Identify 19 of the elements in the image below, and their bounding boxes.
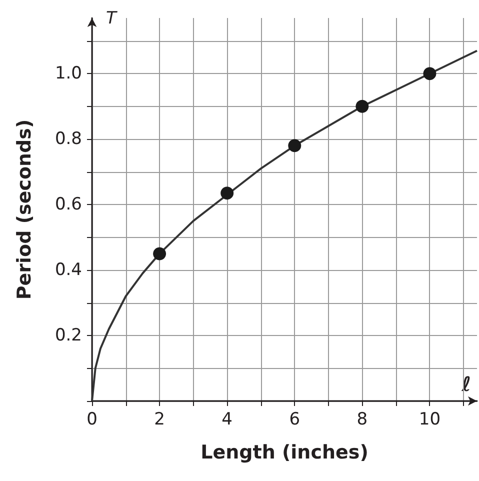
x-tick-label: 2	[154, 410, 165, 430]
point	[356, 100, 369, 113]
point	[220, 186, 234, 200]
x-tick-label: 10	[418, 410, 441, 430]
annotation: T	[106, 8, 118, 28]
y-axis-title: Period (seconds)	[14, 119, 36, 300]
x-tick-label: 6	[289, 410, 300, 430]
point	[423, 67, 436, 80]
x-axis-title: Length (inches)	[200, 442, 368, 464]
y-tick-label: 0.2	[54, 326, 82, 346]
point	[153, 247, 166, 260]
point	[288, 139, 302, 152]
x-tick-label: 4	[222, 410, 232, 430]
y-tick-label: 0.8	[54, 129, 82, 150]
y-tick-label: 0.6	[54, 194, 82, 215]
y-tick-label: 1.0	[54, 64, 82, 84]
y-tick-label: 0.4	[54, 260, 82, 280]
x-tick-label: 0	[86, 410, 98, 430]
x-tick-label: 8	[356, 410, 368, 430]
